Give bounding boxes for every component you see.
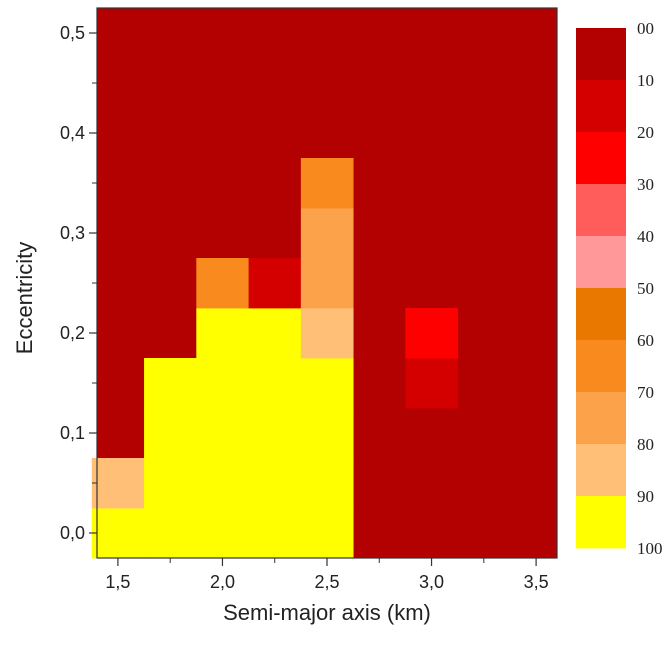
colorbar-label: 30 bbox=[637, 175, 654, 194]
colorbar-label: 70 bbox=[637, 383, 654, 402]
heatmap-cell bbox=[248, 258, 302, 309]
colorbar-label: 50 bbox=[637, 279, 654, 298]
colorbar-label: 100 bbox=[637, 539, 663, 558]
colorbar-band bbox=[576, 288, 626, 341]
heatmap-cell bbox=[300, 508, 354, 559]
x-tick-label: 2,0 bbox=[210, 572, 235, 592]
heatmap-cell bbox=[248, 458, 302, 509]
colorbar-band bbox=[576, 184, 626, 237]
axis-ticks: 1,5 2,0 2,5 3,0 3,5 0,0 0,1 0,2 0,3 0,4 0,5 bbox=[60, 23, 549, 592]
colorbar-label: 90 bbox=[637, 487, 654, 506]
heatmap-cell bbox=[405, 308, 459, 359]
colorbar: 00 10 20 30 40 50 60 70 80 90 100 bbox=[576, 19, 663, 558]
heatmap-cell bbox=[196, 458, 249, 509]
heatmap-cells bbox=[91, 8, 557, 559]
x-axis-title: Semi-major axis (km) bbox=[223, 600, 431, 625]
colorbar-label: 20 bbox=[637, 123, 654, 142]
heatmap-cell bbox=[300, 158, 354, 209]
colorbar-band bbox=[576, 340, 626, 393]
y-tick-label: 0,0 bbox=[60, 523, 85, 543]
y-tick-label: 0,5 bbox=[60, 23, 85, 43]
colorbar-label: 10 bbox=[637, 71, 654, 90]
heatmap-cell bbox=[300, 358, 354, 409]
heatmap-cell bbox=[300, 208, 354, 259]
heatmap-cell bbox=[196, 358, 249, 409]
x-tick-label: 1,5 bbox=[105, 572, 130, 592]
x-tick-label: 3,0 bbox=[419, 572, 444, 592]
colorbar-label: 00 bbox=[637, 19, 654, 38]
colorbar-band bbox=[576, 496, 626, 549]
colorbar-band bbox=[576, 392, 626, 445]
heatmap-cell bbox=[91, 508, 145, 559]
heatmap-cell bbox=[91, 458, 145, 509]
heatmap-cell bbox=[196, 408, 249, 459]
colorbar-label: 60 bbox=[637, 331, 654, 350]
colorbar-band bbox=[576, 444, 626, 497]
y-tick-label: 0,3 bbox=[60, 223, 85, 243]
heatmap-cell bbox=[196, 508, 249, 559]
heatmap-cell bbox=[248, 408, 302, 459]
heatmap-cell bbox=[300, 258, 354, 309]
y-tick-label: 0,1 bbox=[60, 423, 85, 443]
heatmap-cell bbox=[300, 458, 354, 509]
heatmap-cell bbox=[144, 358, 197, 409]
colorbar-band bbox=[576, 132, 626, 185]
heatmap-cell bbox=[248, 358, 302, 409]
colorbar-label: 40 bbox=[637, 227, 654, 246]
heatmap-cell bbox=[196, 308, 249, 359]
y-tick-label: 0,2 bbox=[60, 323, 85, 343]
heatmap-cell bbox=[144, 408, 197, 459]
heatmap-cell bbox=[248, 508, 302, 559]
heatmap-cell bbox=[300, 308, 354, 359]
y-tick-label: 0,4 bbox=[60, 123, 85, 143]
colorbar-band bbox=[576, 236, 626, 289]
heatmap-cell bbox=[248, 308, 302, 359]
heatmap-cell bbox=[196, 258, 249, 309]
heatmap-cell bbox=[405, 358, 459, 409]
colorbar-band bbox=[576, 80, 626, 133]
colorbar-label: 80 bbox=[637, 435, 654, 454]
heatmap-cell bbox=[300, 408, 354, 459]
heatmap-cell bbox=[144, 508, 197, 559]
colorbar-band bbox=[576, 28, 626, 81]
y-axis-title: Eccentricity bbox=[12, 242, 37, 354]
x-tick-label: 2,5 bbox=[314, 572, 339, 592]
x-tick-label: 3,5 bbox=[524, 572, 549, 592]
heatmap-cell bbox=[144, 458, 197, 509]
